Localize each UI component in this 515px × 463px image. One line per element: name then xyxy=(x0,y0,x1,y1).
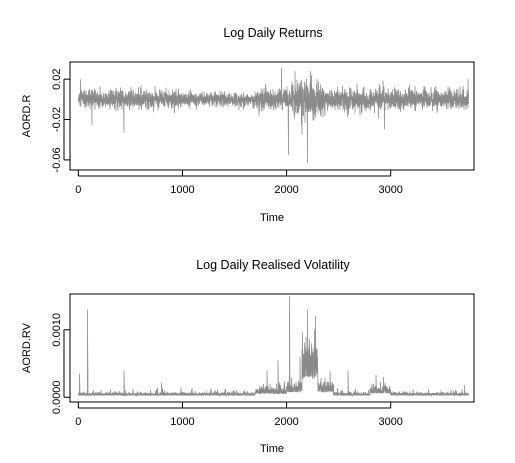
returns-x-label: Time xyxy=(260,212,284,224)
returns-x-tick-label: 2000 xyxy=(274,184,298,196)
volatility-x-axis: 0 1000 2000 3000 xyxy=(75,402,403,428)
volatility-title: Log Daily Realised Volatility xyxy=(196,258,350,272)
returns-y-tick-label: -0.06 xyxy=(51,147,63,172)
returns-panel: Log Daily Returns 0 1000 2000 3000 -0.06-0.… xyxy=(21,26,475,224)
volatility-plot-frame xyxy=(69,293,475,403)
returns-x-tick-label: 0 xyxy=(75,184,81,196)
returns-y-label: AORD.R xyxy=(21,95,33,138)
volatility-x-tick-label: 0 xyxy=(75,416,81,428)
volatility-x-tick-label: 3000 xyxy=(378,416,402,428)
returns-title: Log Daily Returns xyxy=(223,26,322,40)
volatility-y-label: AORD.RV xyxy=(21,322,33,373)
returns-y-axis: -0.06 -0.02 0.02 xyxy=(51,68,70,172)
returns-series-line xyxy=(78,68,469,163)
returns-y-tick-label: -0.02 xyxy=(51,107,63,132)
returns-y-tick-label: 0.02 xyxy=(51,68,63,89)
returns-plot-frame xyxy=(69,61,475,171)
volatility-series-line xyxy=(78,296,469,397)
returns-x-axis: 0 1000 2000 3000 xyxy=(75,170,403,196)
volatility-x-tick-label: 1000 xyxy=(170,416,194,428)
volatility-panel: Log Daily Realised Volatility 0 1000 2000 3… xyxy=(21,258,475,455)
volatility-y-axis: 0.0000 0.0010 xyxy=(51,313,70,414)
volatility-y-tick-label: 0.0010 xyxy=(51,313,63,347)
volatility-series xyxy=(78,296,469,397)
returns-series xyxy=(78,68,469,163)
returns-x-tick-label: 1000 xyxy=(170,184,194,196)
volatility-y-tick-label: 0.0000 xyxy=(51,380,63,414)
returns-x-tick-label: 3000 xyxy=(378,184,402,196)
volatility-x-label: Time xyxy=(260,443,284,455)
volatility-x-tick-label: 2000 xyxy=(274,416,298,428)
